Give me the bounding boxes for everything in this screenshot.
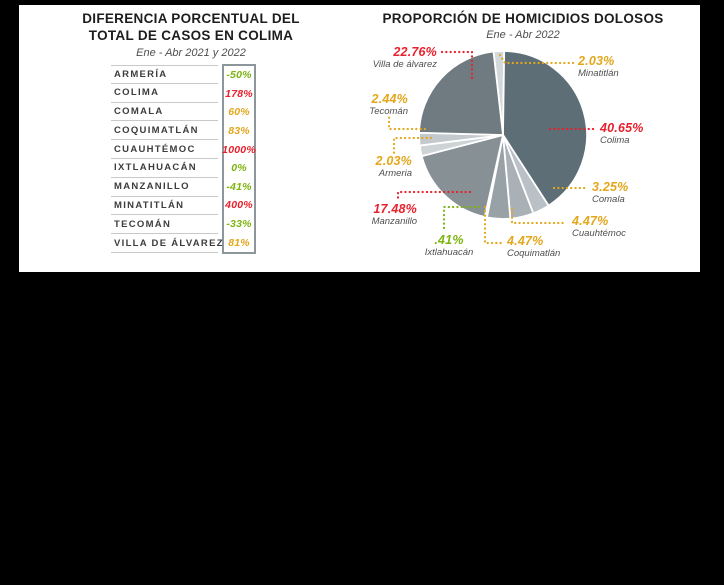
- pie-label-municipality: Armeria: [378, 167, 412, 179]
- pie-label-pct: .41%: [434, 233, 464, 247]
- pie-label-pct: 3.25%: [592, 180, 629, 194]
- table-row-name: IXTLAHUACÁN: [111, 159, 218, 178]
- table-row-value: 178%: [225, 87, 253, 100]
- table-row-name: CUAUHTÉMOC: [111, 140, 218, 159]
- pie-slice-manzanillo: [420, 134, 504, 218]
- pie-label-ixtlahuacan: .41% Ixtlahuacán: [404, 233, 494, 258]
- pie-leader-armeria: [392, 136, 433, 155]
- pie-label-minatitlan: 2.03% Minatitlán: [578, 54, 619, 79]
- pie-leader-ixtlahuacan: [442, 205, 481, 234]
- pie-label-pct: 4.47%: [572, 214, 609, 228]
- table-row-name: COMALA: [111, 103, 218, 122]
- pie-label-tecoman: 2.44% Tecomán: [369, 92, 408, 117]
- table-value-box: -50% 178% 60% 83% 1000% 0% -41% 400% -33% 81%: [222, 64, 256, 254]
- pie-leader-coquimatlan: [483, 205, 506, 245]
- pie-label-pct: 2.44%: [371, 92, 408, 106]
- table-row-value: 400%: [225, 199, 253, 212]
- table-row-name: VILLA DE ÁLVAREZ: [111, 234, 223, 253]
- pie-label-pct: 2.03%: [578, 54, 615, 68]
- table-row-name: COQUIMATLÁN: [111, 121, 218, 141]
- pie-slice-villa: [418, 50, 504, 136]
- table-row-value: 60%: [228, 106, 250, 119]
- left-chart-subtitle: Ene - Abr 2021 y 2022: [136, 46, 246, 59]
- right-title-text: PROPORCIÓN DE HOMICIDIOS DOLOSOS: [382, 11, 664, 26]
- pie-leader-villa: [440, 50, 474, 84]
- pie-label-municipality: Ixtlahuacán: [424, 246, 474, 258]
- table-row-name: MINATITLÁN: [111, 197, 218, 216]
- right-chart-subtitle: Ene - Abr 2022: [486, 29, 560, 42]
- left-chart-title: DIFERENCIA PORCENTUAL DEL TOTAL DE CASOS…: [60, 10, 322, 59]
- infographic-canvas: DIFERENCIA PORCENTUAL DEL TOTAL DE CASOS…: [19, 5, 700, 272]
- pie-label-pct: 4.47%: [507, 234, 544, 248]
- pie-label-municipality: Colima: [600, 134, 630, 146]
- left-title-line1: DIFERENCIA PORCENTUAL DEL: [82, 11, 300, 26]
- table-row-value: -41%: [226, 180, 252, 193]
- pie-label-coquimatlan: 4.47% Coquimatlán: [507, 234, 561, 259]
- pie-chart: 2.03% Minatitlán 40.65% Colima 3.25% Comala 4.…: [330, 5, 700, 272]
- pie-label-pct: 2.03%: [375, 154, 412, 168]
- table-row-name: MANZANILLO: [111, 178, 218, 197]
- table-row-value: -50%: [226, 69, 252, 82]
- table-row-value: 0%: [231, 162, 247, 175]
- table-row-value: -33%: [226, 218, 252, 231]
- left-title-line2: TOTAL DE CASOS EN COLIMA: [88, 28, 294, 44]
- pie-label-municipality: Minatitlán: [578, 67, 619, 79]
- pie-label-municipality: Coquimatlán: [507, 247, 561, 259]
- pie-label-manzanillo: 17.48% Manzanillo: [371, 202, 417, 227]
- pie-label-cuauhtemoc: 4.47% Cuauhtémoc: [572, 214, 626, 239]
- table-row-name: COLIMA: [111, 84, 218, 103]
- table-row-value: 1000%: [222, 143, 256, 156]
- table-municipality-column: ARMERÍA COLIMA COMALA COQUIMATLÁN CUAUHTÉMOC…: [111, 65, 223, 253]
- pie-label-pct: 17.48%: [373, 202, 417, 216]
- pie-leader-manzanillo: [396, 190, 472, 203]
- pie-label-municipality: Tecomán: [369, 105, 408, 117]
- pie-label-municipality: Manzanillo: [371, 215, 417, 227]
- table-row-value: 83%: [228, 125, 250, 138]
- pie-chart-svg: [387, 50, 596, 245]
- pie-label-armeria: 2.03% Armeria: [375, 154, 412, 179]
- pie-label-villa: 22.76% Villa de álvarez: [372, 45, 437, 70]
- table-row-name: ARMERÍA: [111, 65, 218, 84]
- pie-label-municipality: Cuauhtémoc: [572, 227, 626, 239]
- table-row-name: TECOMÁN: [111, 215, 218, 235]
- pie-label-colima: 40.65% Colima: [600, 121, 644, 146]
- right-chart-title: PROPORCIÓN DE HOMICIDIOS DOLOSOS Ene - A…: [358, 10, 688, 41]
- pie-label-pct: 40.65%: [600, 121, 644, 135]
- pie-label-pct: 22.76%: [393, 45, 437, 59]
- pie-label-municipality: Comala: [592, 193, 625, 205]
- pie-leader-tecoman: [387, 112, 427, 131]
- pie-label-comala: 3.25% Comala: [592, 180, 629, 205]
- pie-label-municipality: Villa de álvarez: [372, 58, 437, 70]
- table-row-value: 81%: [228, 236, 250, 249]
- pie-leader-minatitlan: [498, 53, 578, 65]
- pie-leader-cuauhtemoc: [510, 207, 568, 225]
